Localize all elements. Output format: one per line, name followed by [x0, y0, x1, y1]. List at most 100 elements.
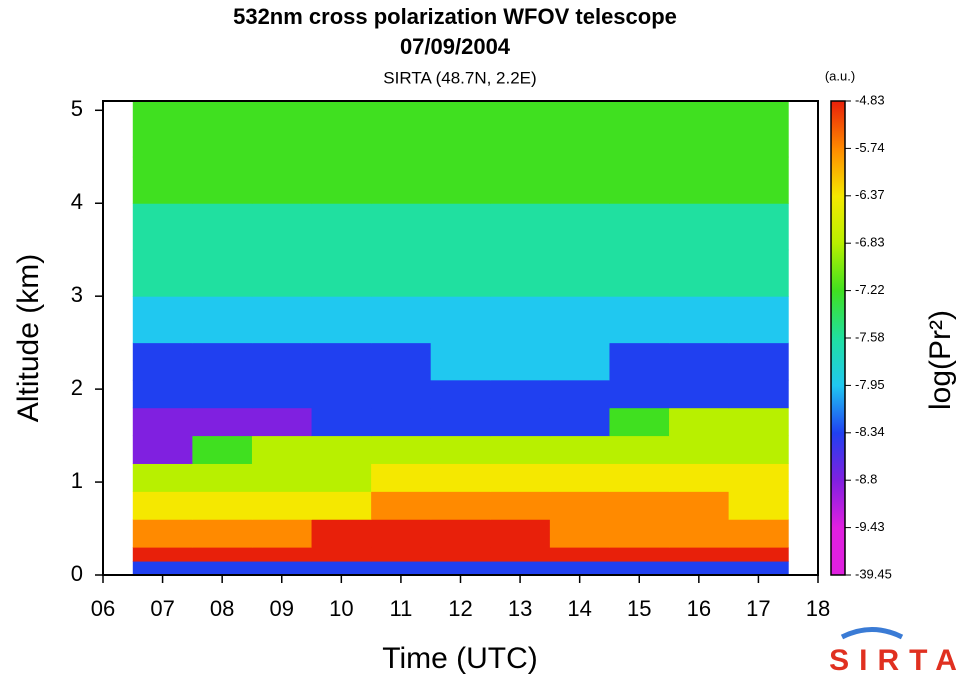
heatmap-cell — [430, 561, 491, 576]
heatmap-cell — [490, 407, 551, 437]
heatmap-cell — [609, 435, 670, 464]
heatmap-cell — [251, 379, 313, 409]
heatmap-cell — [311, 435, 372, 464]
colorbar-segment — [831, 290, 845, 339]
heatmap-cell — [251, 156, 313, 204]
x-tick-label: 08 — [210, 596, 234, 621]
heatmap-cell — [311, 561, 372, 576]
x-tick-label: 14 — [567, 596, 591, 621]
heatmap-cell — [311, 379, 372, 409]
heatmap-cell — [609, 296, 670, 344]
heatmap-cell — [669, 203, 730, 251]
heatmap-cell — [669, 379, 730, 409]
heatmap-cell — [549, 463, 610, 492]
colorbar-label: log(Pr²) — [924, 310, 957, 410]
heatmap-cell — [132, 463, 193, 492]
heatmap-cell — [728, 203, 789, 251]
heatmap-cell — [251, 519, 313, 548]
heatmap-cell — [669, 547, 730, 562]
heatmap-cell — [132, 296, 193, 344]
heatmap-cell — [251, 203, 313, 251]
heatmap-cell — [728, 296, 789, 344]
heatmap-cell — [132, 519, 193, 548]
heatmap-cell — [371, 435, 432, 464]
heatmap-cell — [371, 156, 432, 204]
colorbar-segment — [831, 480, 845, 529]
heatmap-cell — [728, 561, 789, 576]
heatmap-cell — [669, 249, 730, 297]
heatmap-cell — [132, 203, 193, 251]
heatmap-cell — [728, 156, 789, 204]
heatmap-cell — [311, 203, 372, 251]
heatmap-cell — [311, 519, 372, 548]
heatmap-cell — [549, 561, 610, 576]
x-tick-label: 07 — [150, 596, 174, 621]
heatmap-cell — [311, 342, 372, 381]
chart-title: 532nm cross polarization WFOV telescope — [233, 4, 677, 29]
heatmap-cell — [251, 561, 313, 576]
heatmap-cell — [132, 561, 193, 576]
heatmap-cell — [669, 156, 730, 204]
x-tick-label: 11 — [389, 596, 412, 621]
heatmap-cell — [311, 156, 372, 204]
heatmap-cell — [549, 407, 610, 437]
heatmap-cell — [728, 491, 789, 520]
heatmap-cell — [192, 296, 253, 344]
y-tick-label: 5 — [71, 96, 83, 121]
heatmap-cell — [728, 407, 789, 437]
heatmap-cell — [251, 491, 313, 520]
colorbar-segment — [831, 148, 845, 197]
colorbar-unit: (a.u.) — [825, 68, 855, 83]
x-tick-label: 17 — [746, 596, 770, 621]
heatmap-cell — [490, 491, 551, 520]
heatmap-cell — [609, 561, 670, 576]
heatmap-cell — [251, 435, 313, 464]
colorbar-segment — [831, 243, 845, 292]
heatmap-cell — [371, 463, 432, 492]
heatmap-cell — [490, 435, 551, 464]
x-tick-label: 16 — [687, 596, 711, 621]
heatmap-cell — [371, 491, 432, 520]
heatmap-cell — [609, 249, 670, 297]
colorbar-tick-label: -6.37 — [855, 187, 885, 202]
colorbar-tick-label: -8.8 — [855, 472, 877, 487]
heatmap-cell — [192, 463, 253, 492]
y-tick-label: 2 — [71, 375, 83, 400]
heatmap-cell — [311, 547, 372, 562]
heatmap-cell — [371, 101, 432, 158]
heatmap-cell — [728, 379, 789, 409]
heatmap-cell — [609, 491, 670, 520]
heatmap-cell — [490, 249, 551, 297]
heatmap-cell — [728, 463, 789, 492]
heatmap-cell — [192, 203, 253, 251]
heatmap-cell — [609, 407, 670, 437]
heatmap-cell — [669, 342, 730, 381]
y-tick-label: 3 — [71, 282, 83, 307]
heatmap-cell — [192, 156, 253, 204]
heatmap-cell — [430, 435, 491, 464]
heatmap-cell — [192, 519, 253, 548]
colorbar-segment — [831, 432, 845, 481]
heatmap-cell — [549, 342, 610, 381]
heatmap-cell — [728, 519, 789, 548]
y-axis-label: Altitude (km) — [12, 254, 45, 422]
heatmap-cell — [490, 156, 551, 204]
colorbar-tick-label: -6.83 — [855, 235, 885, 250]
heatmap-cell — [132, 547, 193, 562]
heatmap-cell — [430, 463, 491, 492]
heatmap-cell — [132, 435, 193, 464]
heatmap-cell — [311, 407, 372, 437]
x-tick-label: 09 — [270, 596, 294, 621]
heatmap-cell — [728, 342, 789, 381]
colorbar-tick-label: -8.34 — [855, 424, 885, 439]
heatmap-cell — [430, 407, 491, 437]
colorbar-segment — [831, 385, 845, 434]
heatmap-cell — [430, 342, 491, 381]
x-tick-label: 15 — [627, 596, 651, 621]
x-tick-label: 06 — [91, 596, 115, 621]
logo: SIRTA — [829, 644, 967, 677]
heatmap-cell — [371, 547, 432, 562]
heatmap-cell — [490, 463, 551, 492]
heatmap-cell — [430, 249, 491, 297]
